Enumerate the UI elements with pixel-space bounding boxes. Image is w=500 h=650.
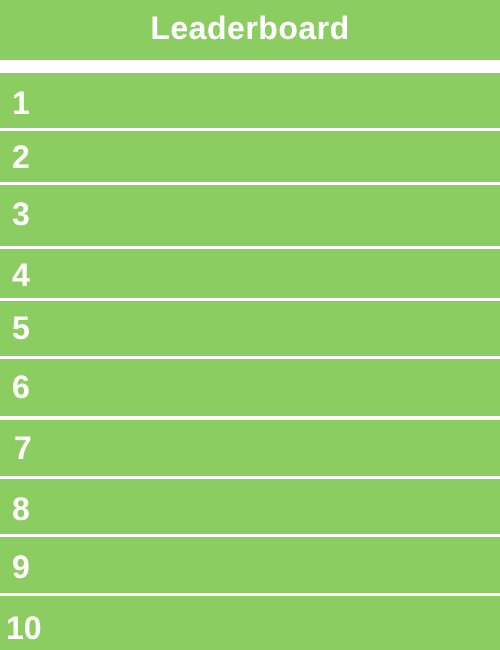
leaderboard-row-9: 9 [0, 537, 500, 593]
leaderboard-row-3: 3 [0, 185, 500, 246]
leaderboard-row-8: 8 [0, 479, 500, 534]
leaderboard-row-4: 4 [0, 249, 500, 298]
rank-number: 4 [12, 257, 30, 293]
leaderboard-row-1: 1 [0, 73, 500, 128]
rank-number: 10 [6, 610, 42, 646]
leaderboard-title: Leaderboard [150, 9, 350, 46]
rank-number: 6 [12, 369, 30, 405]
leaderboard-row-2: 2 [0, 131, 500, 182]
rank-number: 7 [14, 430, 32, 466]
leaderboard-row-10: 10 [0, 596, 500, 650]
leaderboard-row-5: 5 [0, 301, 500, 356]
rank-number: 9 [12, 549, 30, 585]
rank-number: 5 [12, 310, 30, 346]
rank-number: 1 [12, 85, 30, 121]
leaderboard-row-6: 6 [0, 359, 500, 416]
rank-number: 3 [12, 196, 30, 232]
rank-number: 2 [12, 139, 30, 175]
leaderboard-header: Leaderboard [0, 0, 500, 60]
rank-number: 8 [12, 491, 30, 527]
leaderboard-row-7: 7 [0, 420, 500, 476]
